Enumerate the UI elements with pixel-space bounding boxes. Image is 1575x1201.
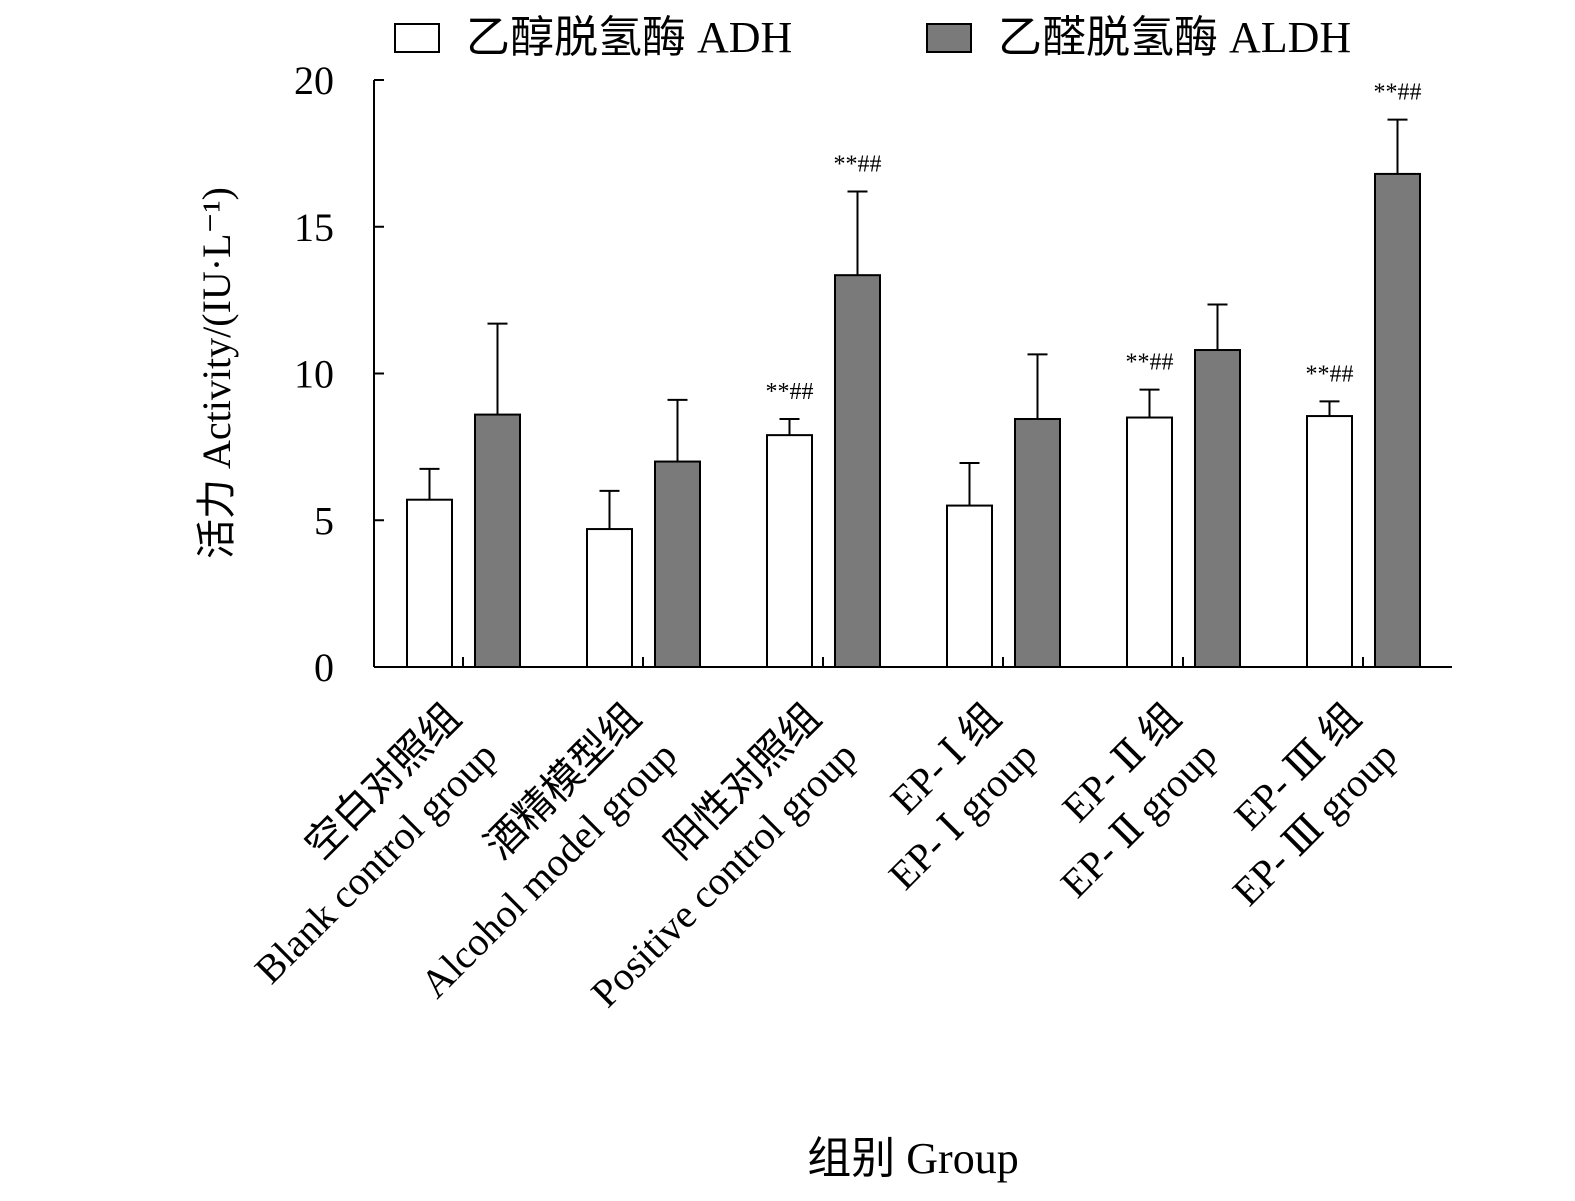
bar-adh [1306, 415, 1353, 668]
legend-label: 乙醇脱氢酶 ADH [466, 13, 792, 62]
bar-aldh [474, 413, 521, 668]
y-axis-label: 活力 Activity/(IU·L⁻¹) [194, 187, 239, 559]
significance-label: **## [1374, 80, 1422, 106]
bar-adh [406, 498, 453, 668]
bar-aldh [654, 460, 701, 668]
legend-label: 乙醛脱氢酶 ALDH [998, 13, 1351, 62]
significance-label: **## [1306, 361, 1354, 387]
bar-aldh [1374, 172, 1421, 668]
x-axis-label: 组别 Group [807, 1134, 1018, 1183]
legend-swatch [926, 23, 972, 53]
bar-aldh [1014, 417, 1061, 668]
bar-adh [946, 504, 993, 669]
bar-aldh [1194, 349, 1241, 668]
y-tick-label: 15 [294, 205, 334, 250]
legend: 乙醇脱氢酶 ADH 乙醛脱氢酶 ALDH [394, 13, 1351, 62]
bars: **## **## **## **## **## [406, 80, 1422, 669]
significance-label: **## [834, 152, 882, 178]
bar-adh [586, 528, 633, 668]
y-tick-label: 20 [294, 58, 334, 103]
y-tick-label: 10 [294, 352, 334, 397]
y-tick-label: 5 [314, 498, 334, 543]
y-tick-label: 0 [314, 645, 334, 690]
legend-swatch [394, 23, 440, 53]
bar-aldh [834, 274, 881, 668]
bar-adh [1126, 416, 1173, 668]
bar-adh [766, 434, 813, 669]
axes: 0 5 10 15 20 [294, 58, 1452, 690]
significance-label: **## [766, 379, 814, 405]
significance-label: **## [1126, 350, 1174, 376]
